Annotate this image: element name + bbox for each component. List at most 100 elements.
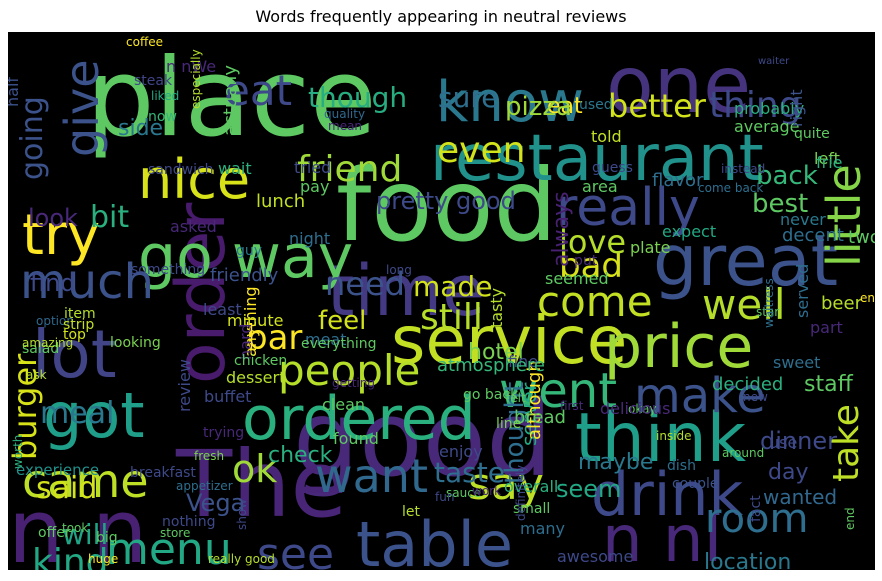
word: say — [468, 459, 544, 510]
word: item — [64, 306, 96, 322]
word: two — [848, 227, 875, 248]
word: go way — [138, 222, 353, 292]
word: waiter — [758, 56, 790, 67]
word: one — [606, 41, 751, 131]
word: looking — [110, 335, 161, 351]
word: least — [203, 300, 242, 319]
word: beer — [821, 293, 863, 314]
word: buffet — [204, 387, 251, 406]
word: thing — [709, 85, 802, 126]
word: little — [817, 164, 871, 267]
word: breakfast — [130, 465, 196, 481]
word: left — [814, 149, 840, 168]
word: liked — [151, 89, 179, 103]
word: bad — [559, 246, 623, 286]
word: something — [131, 262, 205, 278]
word: will — [62, 518, 108, 551]
word: love — [559, 223, 626, 261]
word: half — [8, 77, 22, 107]
word: nothing — [162, 514, 215, 530]
word: drink — [591, 460, 743, 530]
word: went — [499, 363, 617, 419]
word: couple — [672, 476, 719, 492]
word: fact — [748, 495, 764, 522]
word: pretty good — [376, 187, 516, 215]
word: atmosphere — [437, 355, 545, 376]
word: sweet — [773, 353, 820, 372]
word: ordered — [242, 384, 476, 454]
word: eat — [547, 94, 583, 119]
word: room — [705, 496, 808, 542]
word: guy — [236, 243, 262, 259]
word: steak — [134, 73, 173, 89]
word: fine — [508, 352, 538, 371]
word: take — [826, 404, 867, 482]
word: pizza — [505, 92, 572, 122]
word: store — [160, 526, 190, 540]
word: served — [793, 264, 812, 318]
word: quality — [324, 107, 365, 121]
word: come — [537, 277, 653, 326]
word: said — [36, 471, 97, 506]
word: many — [520, 519, 565, 538]
word: n n — [8, 480, 148, 570]
word: show — [235, 499, 249, 530]
word: clean — [322, 395, 365, 414]
word: plate — [630, 238, 671, 257]
word: think — [575, 399, 747, 478]
word: felt — [506, 391, 526, 405]
word: now — [148, 109, 177, 125]
word: find — [30, 269, 76, 297]
word: feel — [318, 306, 366, 336]
word: dessert — [226, 368, 285, 387]
word: Vega — [186, 489, 245, 517]
word: flavor — [652, 170, 704, 191]
word: really good — [208, 552, 275, 566]
word: restaurant — [430, 122, 764, 196]
word: nice — [138, 148, 250, 211]
word: wanted — [763, 485, 837, 509]
word: tried — [294, 158, 331, 177]
word: dinner — [760, 427, 837, 455]
word: taste — [434, 456, 505, 489]
word: instead — [721, 162, 765, 176]
word: night — [289, 229, 330, 248]
word: order — [162, 203, 241, 384]
word: look — [28, 204, 78, 232]
word: appetizer — [176, 479, 233, 493]
word: area — [582, 177, 618, 196]
word: okay — [628, 402, 657, 416]
word: getting — [332, 376, 375, 390]
word: delicious — [600, 399, 670, 418]
word: staff — [804, 372, 854, 397]
word: worth — [11, 435, 25, 469]
word: even — [437, 130, 525, 171]
word: trying — [203, 425, 244, 441]
word: day — [768, 460, 808, 485]
word: wait — [218, 159, 252, 178]
word: much — [20, 254, 154, 310]
word: experience — [16, 461, 99, 479]
word: sauce — [446, 486, 481, 500]
word: fun — [435, 490, 454, 504]
word: going — [15, 96, 50, 180]
word: meal — [40, 396, 114, 431]
word: bar — [246, 318, 302, 358]
word: first — [560, 399, 584, 413]
word: used — [579, 97, 613, 113]
word: price — [604, 312, 753, 382]
word: work — [472, 484, 501, 498]
word: seemed — [545, 269, 609, 288]
word: average — [734, 117, 800, 136]
word: frie — [816, 153, 843, 172]
word: still — [420, 297, 483, 338]
word: location — [704, 550, 791, 570]
word: overall — [504, 477, 558, 496]
word: well — [702, 280, 786, 329]
word: sandwich — [148, 162, 214, 178]
word: new — [743, 390, 768, 404]
word: mean — [328, 119, 362, 133]
word: meat — [305, 330, 347, 349]
word: sure — [438, 81, 498, 114]
